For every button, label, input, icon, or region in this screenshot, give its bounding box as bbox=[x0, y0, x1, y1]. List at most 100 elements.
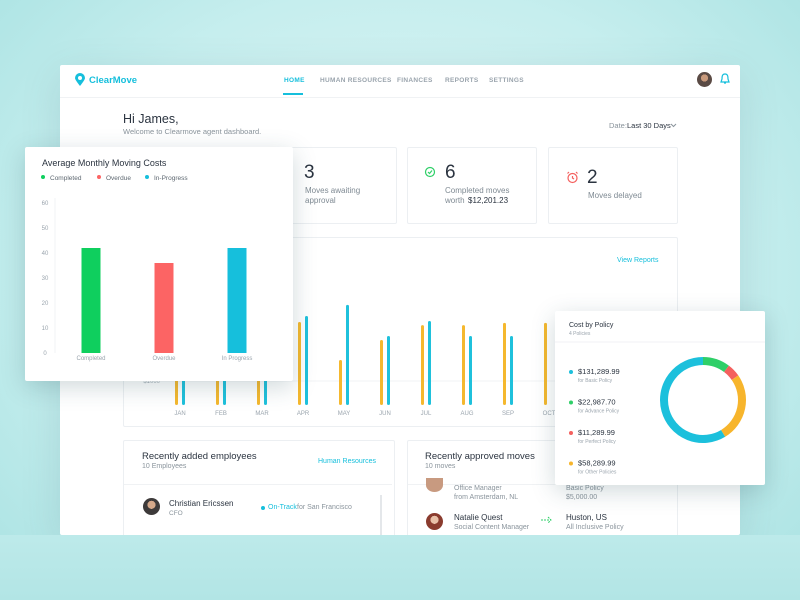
legend-label: In-Progress bbox=[154, 175, 188, 182]
legend-dot bbox=[569, 400, 573, 405]
legend-dot bbox=[569, 431, 573, 435]
employee-status: On-Track bbox=[268, 504, 297, 511]
x-tick-label: JUN bbox=[379, 411, 391, 417]
bar bbox=[421, 325, 424, 405]
tab-underline bbox=[283, 93, 303, 95]
stat-text: Completed moves bbox=[445, 186, 510, 195]
donut-segment bbox=[702, 357, 729, 373]
bar bbox=[462, 325, 465, 405]
bar bbox=[544, 322, 547, 405]
status-dot bbox=[261, 506, 265, 510]
y-tick-label: 20 bbox=[42, 301, 49, 307]
x-tick-label: MAR bbox=[255, 411, 269, 417]
arrow-icon bbox=[541, 516, 552, 524]
stat-amount: $12,201.23 bbox=[468, 196, 509, 205]
stat-number: 6 bbox=[445, 162, 456, 183]
stat-card bbox=[407, 147, 537, 224]
greeting-title: Hi James, bbox=[123, 112, 179, 126]
employee-name[interactable]: Christian Ericssen bbox=[169, 499, 234, 508]
user-avatar[interactable] bbox=[697, 72, 712, 87]
chart-subtitle: 4 Policies bbox=[569, 331, 591, 337]
divider bbox=[408, 484, 675, 485]
move-policy: All Inclusive Policy bbox=[566, 524, 624, 531]
bell-icon[interactable] bbox=[720, 73, 730, 86]
x-tick-label: SEP bbox=[502, 411, 514, 417]
date-value[interactable]: Last 30 Days bbox=[627, 121, 671, 130]
backdrop bbox=[0, 535, 800, 600]
x-tick-label: Completed bbox=[76, 356, 105, 362]
donut-segment bbox=[723, 365, 739, 381]
check-icon bbox=[424, 166, 436, 178]
bar bbox=[227, 248, 247, 353]
legend-dot bbox=[41, 175, 45, 179]
x-tick-label: Overdue bbox=[152, 356, 176, 362]
x-tick-label: MAY bbox=[338, 411, 351, 417]
alarm-icon bbox=[567, 171, 578, 184]
x-tick-label: FEB bbox=[215, 411, 227, 417]
bar bbox=[387, 336, 390, 405]
divider bbox=[124, 484, 392, 485]
employee-role: CFO bbox=[169, 510, 183, 517]
stat-card bbox=[548, 147, 678, 224]
brand[interactable]: ClearMove bbox=[89, 75, 138, 86]
logo-icon bbox=[75, 73, 85, 86]
nav-tab[interactable]: REPORTS bbox=[445, 77, 479, 84]
legend-label: Completed bbox=[50, 175, 82, 182]
view-reports-link[interactable]: View Reports bbox=[617, 257, 659, 264]
nav-tab[interactable]: SETTINGS bbox=[489, 77, 524, 84]
hr-link[interactable]: Human Resources bbox=[318, 458, 376, 465]
x-tick-label: JUL bbox=[421, 411, 432, 417]
employees-card bbox=[123, 440, 395, 552]
bar bbox=[81, 248, 101, 353]
value-label: $11,289.99 bbox=[578, 428, 615, 437]
move-role: Social Content Manager bbox=[454, 524, 530, 531]
y-tick-label: 0 bbox=[43, 351, 47, 357]
bar bbox=[503, 322, 506, 405]
avg-costs-chart: Average Monthly Moving Costs Completed Ove… bbox=[41, 158, 252, 362]
legend-dot bbox=[97, 175, 101, 179]
stat-text: Moves awaiting approval bbox=[305, 186, 361, 205]
stat-number: 2 bbox=[587, 167, 598, 188]
avg-costs-popup: Average Monthly Moving Costs Completed Ove… bbox=[25, 147, 293, 381]
legend-label: for Basic Policy bbox=[578, 378, 613, 384]
employee-avatar bbox=[143, 498, 160, 515]
nav-tab[interactable]: FINANCES bbox=[397, 77, 433, 84]
y-tick-label: $1000 bbox=[143, 379, 160, 385]
move-policy: Basic Policy bbox=[566, 485, 604, 492]
legend-label: Overdue bbox=[106, 175, 131, 182]
legend-dot bbox=[145, 175, 149, 179]
bar bbox=[469, 336, 472, 405]
x-tick-label: AUG bbox=[460, 411, 473, 417]
stat-text: Moves delayed bbox=[588, 191, 642, 200]
value-label: $131,289.99 bbox=[578, 367, 620, 376]
legend-label: for Perfect Policy bbox=[578, 439, 616, 445]
policy-popup: Cost by Policy 4 Policies $131,289.99 for B… bbox=[555, 311, 765, 485]
move-origin: from Amsterdam, NL bbox=[454, 494, 519, 501]
move-amount: $5,000.00 bbox=[566, 494, 598, 501]
legend-dot bbox=[569, 370, 573, 374]
move-name[interactable]: Natalie Quest bbox=[454, 513, 503, 522]
legend-label: for Other Policies bbox=[578, 470, 617, 476]
stat-number: 3 bbox=[304, 162, 315, 183]
date-label: Date: bbox=[609, 121, 627, 130]
card-title: Recently added employees bbox=[142, 451, 257, 462]
scrollbar[interactable] bbox=[380, 495, 382, 535]
stat-text: worth bbox=[445, 196, 465, 205]
y-tick-label: 50 bbox=[42, 226, 49, 232]
x-tick-label: JAN bbox=[174, 411, 185, 417]
nav-tab[interactable]: HOME bbox=[284, 77, 305, 84]
move-avatar bbox=[426, 513, 443, 530]
card-subtitle: 10 Employees bbox=[142, 463, 187, 470]
donut-segment bbox=[660, 357, 726, 443]
y-tick-label: 40 bbox=[42, 251, 49, 257]
legend-label: for Advance Policy bbox=[578, 409, 620, 415]
chart-title: Cost by Policy bbox=[569, 322, 614, 329]
chevron[interactable] bbox=[670, 123, 677, 128]
policy-chart: Cost by Policy 4 Policies $131,289.99 for B… bbox=[555, 322, 765, 476]
greeting-subtitle: Welcome to Clearmove agent dashboard. bbox=[123, 127, 262, 136]
bar bbox=[298, 321, 301, 405]
y-tick-label: 30 bbox=[42, 276, 49, 282]
bar bbox=[154, 263, 174, 353]
x-tick-label: OCT bbox=[543, 411, 556, 417]
nav-tab[interactable]: HUMAN RESOURCES bbox=[320, 77, 392, 84]
